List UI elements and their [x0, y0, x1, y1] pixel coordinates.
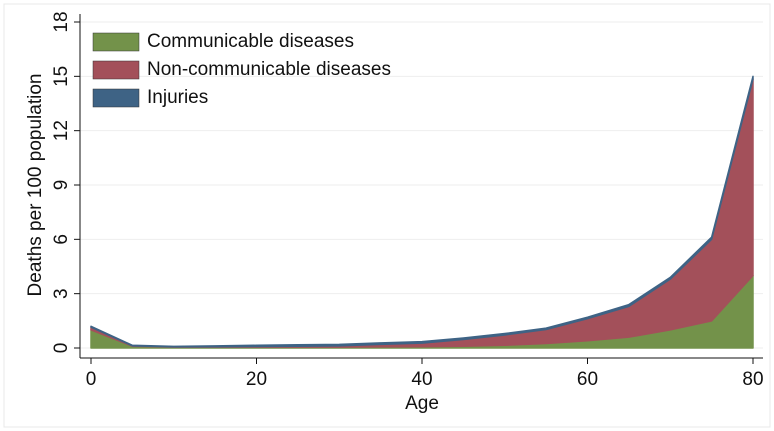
x-tick-label: 20 — [246, 369, 267, 390]
y-tick-label: 3 — [51, 288, 72, 299]
y-axis-label: Deaths per 100 population — [25, 74, 46, 297]
y-tick-label: 9 — [51, 180, 72, 191]
legend-label: Communicable diseases — [147, 31, 354, 52]
y-tick-label: 12 — [51, 120, 72, 141]
x-tick-label: 40 — [411, 369, 432, 390]
legend-swatch — [92, 32, 140, 52]
legend-swatch — [92, 60, 140, 80]
y-tick-label: 0 — [51, 343, 72, 354]
y-tick-label: 15 — [51, 66, 72, 87]
legend-label: Injuries — [147, 87, 208, 108]
area — [90, 75, 754, 348]
legend-label: Non-communicable diseases — [147, 59, 391, 80]
y-tick-label: 6 — [51, 234, 72, 245]
x-tick-label: 80 — [742, 369, 763, 390]
y-tick-label: 18 — [51, 11, 72, 32]
x-tick-label: 60 — [577, 369, 598, 390]
legend-swatch — [92, 88, 140, 108]
x-tick-label: 0 — [86, 369, 97, 390]
x-axis-label: Age — [405, 393, 439, 414]
